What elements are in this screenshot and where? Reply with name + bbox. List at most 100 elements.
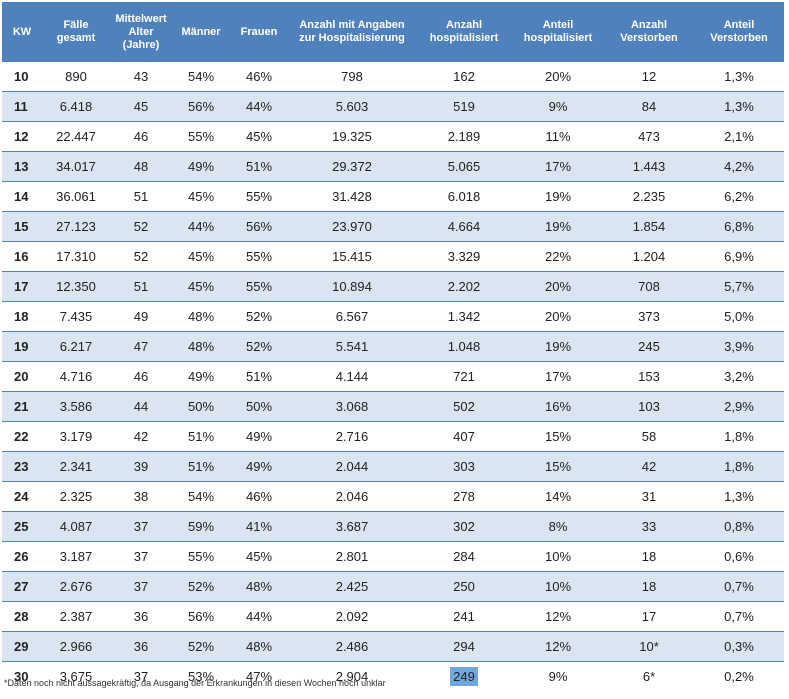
cell-angaben: 2.092 [288, 601, 416, 632]
cell-frauen: 48% [230, 571, 288, 602]
cell-maenner: 51% [172, 421, 230, 452]
cell-alter: 48 [110, 151, 172, 182]
table-row: 26 3.187 37 55% 45% 2.801 284 10% 18 0,6% [2, 541, 784, 572]
cell-kw: 22 [2, 421, 42, 452]
table-row: 25 4.087 37 59% 41% 3.687 302 8% 33 0,8% [2, 511, 784, 542]
cell-alter: 52 [110, 211, 172, 242]
cell-faelle: 890 [42, 62, 110, 92]
cell-hosp-anzahl: 278 [416, 481, 512, 512]
cell-hosp-anzahl: 162 [416, 62, 512, 92]
cell-angaben: 4.144 [288, 361, 416, 392]
cell-maenner: 45% [172, 181, 230, 212]
cell-faelle: 27.123 [42, 211, 110, 242]
cell-faelle: 3.586 [42, 391, 110, 422]
header-maenner: Männer [172, 2, 230, 62]
cell-faelle: 34.017 [42, 151, 110, 182]
cell-hosp-anteil: 20% [512, 62, 604, 92]
cell-verst-anzahl: 58 [604, 421, 694, 452]
cell-verst-anteil: 0,6% [694, 541, 784, 572]
cell-hosp-anzahl: 241 [416, 601, 512, 632]
cell-verst-anzahl: 31 [604, 481, 694, 512]
cell-maenner: 48% [172, 331, 230, 362]
cell-frauen: 46% [230, 481, 288, 512]
cell-faelle: 2.387 [42, 601, 110, 632]
table-row: 27 2.676 37 52% 48% 2.425 250 10% 18 0,7% [2, 571, 784, 602]
cell-verst-anteil: 6,2% [694, 181, 784, 212]
cell-faelle: 7.435 [42, 301, 110, 332]
cell-verst-anzahl: 1.204 [604, 241, 694, 272]
cell-kw: 15 [2, 211, 42, 242]
cell-frauen: 55% [230, 241, 288, 272]
cell-hosp-anzahl: 1.048 [416, 331, 512, 362]
table-row: 10 890 43 54% 46% 798 162 20% 12 1,3% [2, 62, 784, 92]
cell-kw: 29 [2, 631, 42, 662]
cell-alter: 37 [110, 571, 172, 602]
cell-maenner: 44% [172, 211, 230, 242]
table-row: 16 17.310 52 45% 55% 15.415 3.329 22% 1.204 6,9% [2, 241, 784, 272]
cell-maenner: 50% [172, 391, 230, 422]
cell-angaben: 3.068 [288, 391, 416, 422]
cell-alter: 46 [110, 361, 172, 392]
table-body: 10 890 43 54% 46% 798 162 20% 12 1,3% 11 6.418 45 56… [2, 62, 784, 691]
cell-faelle: 4.716 [42, 361, 110, 392]
cell-hosp-anzahl: 294 [416, 631, 512, 662]
cell-maenner: 51% [172, 451, 230, 482]
cell-maenner: 55% [172, 121, 230, 152]
cell-maenner: 52% [172, 631, 230, 662]
cell-verst-anzahl: 473 [604, 121, 694, 152]
table-row: 21 3.586 44 50% 50% 3.068 502 16% 103 2,9% [2, 391, 784, 422]
cell-verst-anteil: 1,8% [694, 421, 784, 452]
cell-faelle: 4.087 [42, 511, 110, 542]
table-row: 15 27.123 52 44% 56% 23.970 4.664 19% 1.854 6,8% [2, 211, 784, 242]
cell-hosp-anteil: 16% [512, 391, 604, 422]
cell-frauen: 55% [230, 271, 288, 302]
cell-faelle: 3.179 [42, 421, 110, 452]
cell-angaben: 29.372 [288, 151, 416, 182]
cell-angaben: 2.044 [288, 451, 416, 482]
cell-angaben: 3.687 [288, 511, 416, 542]
cell-alter: 39 [110, 451, 172, 482]
table-row: 22 3.179 42 51% 49% 2.716 407 15% 58 1,8% [2, 421, 784, 452]
cell-hosp-anzahl: 3.329 [416, 241, 512, 272]
cell-verst-anzahl: 245 [604, 331, 694, 362]
cell-verst-anteil: 0,8% [694, 511, 784, 542]
cell-maenner: 48% [172, 301, 230, 332]
table-row: 13 34.017 48 49% 51% 29.372 5.065 17% 1.443 4,2% [2, 151, 784, 182]
cell-alter: 52 [110, 241, 172, 272]
cell-angaben: 2.046 [288, 481, 416, 512]
cell-hosp-anteil: 10% [512, 541, 604, 572]
cell-kw: 23 [2, 451, 42, 482]
cell-frauen: 52% [230, 301, 288, 332]
cell-maenner: 54% [172, 62, 230, 92]
cell-angaben: 2.486 [288, 631, 416, 662]
cell-faelle: 2.325 [42, 481, 110, 512]
cell-verst-anteil: 0,7% [694, 601, 784, 632]
cell-verst-anteil: 1,3% [694, 91, 784, 122]
cell-frauen: 45% [230, 121, 288, 152]
cell-verst-anteil: 4,2% [694, 151, 784, 182]
cell-hosp-anteil: 14% [512, 481, 604, 512]
cell-hosp-anteil: 10% [512, 571, 604, 602]
cell-kw: 13 [2, 151, 42, 182]
cell-angaben: 798 [288, 62, 416, 92]
cell-kw: 18 [2, 301, 42, 332]
cell-frauen: 51% [230, 151, 288, 182]
cell-hosp-anteil: 15% [512, 451, 604, 482]
cell-verst-anzahl: 10* [604, 631, 694, 662]
cell-verst-anzahl: 373 [604, 301, 694, 332]
header-alter: Mittelwert Alter (Jahre) [110, 2, 172, 62]
cell-alter: 51 [110, 271, 172, 302]
cell-verst-anzahl: 6* [604, 661, 694, 691]
cell-hosp-anteil: 17% [512, 361, 604, 392]
table-row: 24 2.325 38 54% 46% 2.046 278 14% 31 1,3% [2, 481, 784, 512]
cell-frauen: 51% [230, 361, 288, 392]
data-table: KW Fälle gesamt Mittelwert Alter (Jahre)… [2, 2, 784, 691]
cell-hosp-anteil: 9% [512, 661, 604, 691]
cell-kw: 11 [2, 91, 42, 122]
cell-maenner: 55% [172, 541, 230, 572]
cell-alter: 43 [110, 62, 172, 92]
cell-hosp-anzahl-selected[interactable]: 249 [416, 661, 512, 691]
cell-kw: 25 [2, 511, 42, 542]
cell-kw: 10 [2, 62, 42, 92]
cell-frauen: 41% [230, 511, 288, 542]
